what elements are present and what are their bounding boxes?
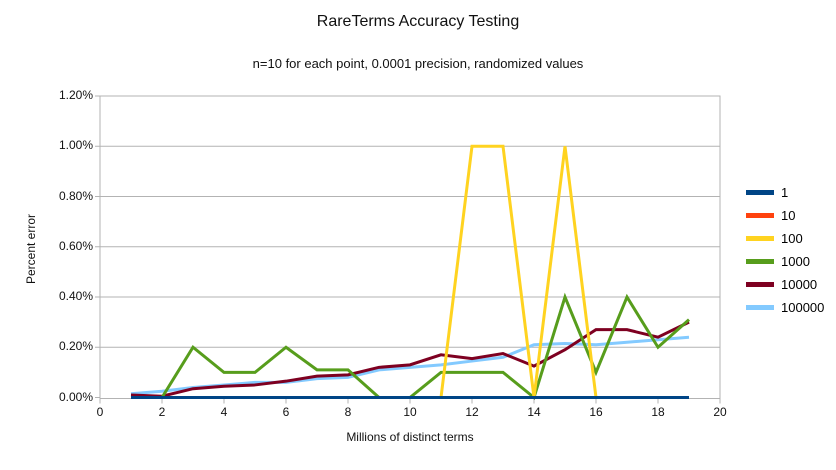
legend-swatch [746, 282, 774, 287]
y-tick-label: 0.20% [58, 339, 93, 354]
legend-swatch [746, 305, 774, 310]
x-tick-label: 16 [589, 405, 603, 419]
legend-label: 10000 [781, 277, 818, 292]
series-line-10000 [130, 320, 690, 398]
legend-swatch [746, 236, 774, 241]
series-line-100 [131, 144, 689, 399]
x-tick-label: 14 [527, 405, 541, 419]
legend-item-10: 10 [746, 204, 824, 227]
x-axis-title: Millions of distinct terms [346, 430, 474, 444]
x-tick-label: 20 [713, 405, 727, 419]
y-tick-label: 0.00% [58, 389, 93, 404]
y-tick-label: 1.20% [58, 88, 93, 102]
y-tick-label: 1.00% [58, 138, 93, 153]
legend-label: 100000 [781, 300, 825, 315]
legend-swatch [746, 190, 774, 195]
legend-item-10000: 10000 [746, 273, 824, 296]
legend-item-1000: 1000 [746, 250, 824, 273]
legend-item-100000: 100000 [746, 296, 824, 319]
y-tick-label: 0.60% [58, 238, 93, 253]
legend: 1 10 100 1000 10000 100000 [746, 181, 824, 319]
x-tick-label: 0 [96, 405, 104, 419]
x-tick-label: 8 [344, 405, 352, 419]
x-tick-label: 2 [158, 405, 166, 419]
legend-label: 100 [781, 231, 803, 246]
legend-label: 1000 [781, 254, 810, 269]
x-tick-label: 12 [465, 405, 479, 419]
x-tick-label: 6 [282, 405, 290, 419]
y-tick-label: 0.40% [58, 289, 93, 303]
legend-swatch [746, 259, 774, 264]
chart-subtitle: n=10 for each point, 0.0001 precision, r… [252, 56, 584, 71]
legend-swatch [746, 213, 774, 218]
chart-title: RareTerms Accuracy Testing [316, 13, 520, 30]
legend-item-100: 100 [746, 227, 824, 250]
legend-item-1: 1 [746, 181, 824, 204]
x-tick-label: 10 [403, 405, 417, 419]
legend-label: 1 [781, 185, 789, 200]
x-tick-label: 4 [220, 405, 228, 419]
legend-label: 10 [781, 208, 796, 223]
y-tick-label: 0.80% [58, 188, 93, 203]
x-tick-label: 18 [651, 405, 665, 419]
